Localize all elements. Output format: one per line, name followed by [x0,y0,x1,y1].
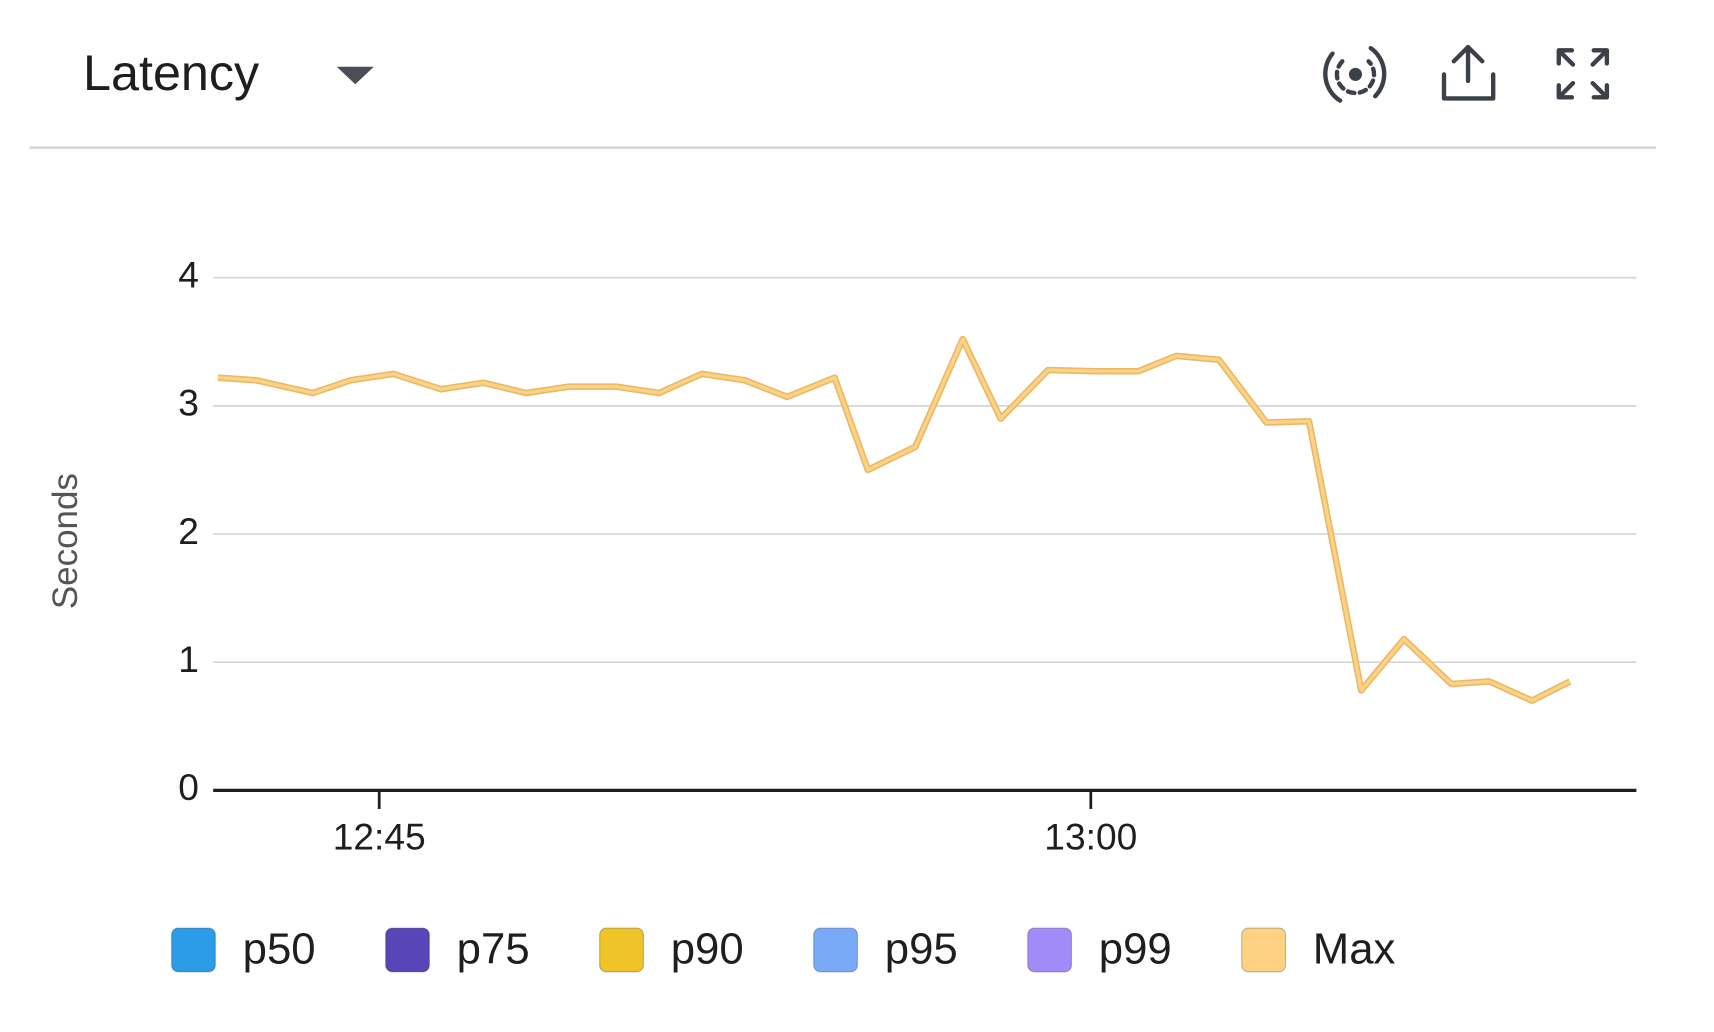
y-tick-label: 2 [178,510,199,552]
fullscreen-icon[interactable] [1556,48,1610,100]
series-line [217,337,1571,703]
legend-label[interactable]: p90 [671,925,744,974]
export-icon[interactable] [1441,44,1496,101]
legend-swatch[interactable] [599,927,644,973]
widget-title: Latency [83,44,260,101]
y-tick-label: 4 [178,254,199,296]
legend-swatch[interactable] [1241,927,1287,973]
legend-swatch[interactable] [813,927,858,973]
legend-label[interactable]: p75 [457,925,530,974]
legend-swatch[interactable] [171,927,216,973]
x-tick-label: 13:00 [1044,815,1137,857]
y-tick-label: 3 [178,382,199,424]
legend-label[interactable]: p50 [243,925,316,974]
legend-label[interactable]: p99 [1099,925,1172,974]
series-line-outline [217,335,1572,704]
legend-label[interactable]: p95 [885,925,958,974]
y-tick-label: 1 [178,638,199,680]
dropdown-toggle[interactable] [336,66,374,85]
y-axis-label: Seconds [46,473,85,609]
legend-swatch[interactable] [1027,927,1073,973]
legend-label[interactable]: Max [1313,925,1396,974]
x-tick-label: 12:45 [333,815,426,857]
legend-swatch[interactable] [385,927,430,973]
live-icon[interactable] [1323,45,1387,103]
y-tick-label: 0 [178,766,199,808]
